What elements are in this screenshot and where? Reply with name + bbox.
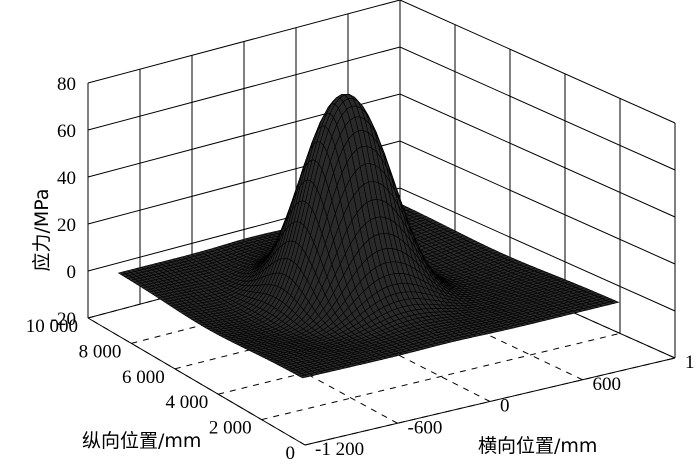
- y-tick-label: 10 000: [26, 316, 78, 337]
- z-tick-labels: -20 0 20 40 60 80: [51, 74, 76, 330]
- floor-edge: [304, 357, 676, 446]
- x-tick-labels: -1 200 -600 0 600 1 200: [315, 352, 700, 460]
- y-tick-label: 4 000: [165, 392, 208, 413]
- x-tick-label: -600: [408, 417, 443, 438]
- y-axis-label: 纵向位置/mm: [82, 430, 201, 452]
- z-tick-label: 80: [57, 74, 76, 95]
- y-tick-label: 8 000: [79, 341, 122, 362]
- z-tick-label: 20: [57, 215, 76, 236]
- x-tick-label: 0: [500, 396, 510, 417]
- floor-gridline-x: [399, 234, 676, 359]
- z-tick-label: 0: [67, 262, 77, 283]
- y-tick-label: 6 000: [122, 367, 165, 388]
- z-axis-label: 应力/MPa: [31, 188, 53, 271]
- surface-cell: [608, 300, 620, 304]
- floor-edge: [87, 317, 306, 446]
- y-tick-label: 2 000: [209, 418, 252, 439]
- y-tick-label: 0: [286, 443, 296, 464]
- floor-gridline-y: [261, 332, 621, 421]
- wall-gridline-z: [87, 0, 676, 124]
- x-tick-label: 1 200: [685, 352, 700, 373]
- x-tick-label: -1 200: [315, 439, 364, 460]
- x-tick-label: 600: [593, 374, 622, 395]
- z-tick-label: 60: [57, 121, 76, 142]
- stress-surface: [117, 94, 620, 379]
- z-tick-label: -20: [51, 309, 76, 330]
- z-tick-label: 40: [57, 168, 76, 189]
- x-axis-label: 横向位置/mm: [478, 435, 597, 457]
